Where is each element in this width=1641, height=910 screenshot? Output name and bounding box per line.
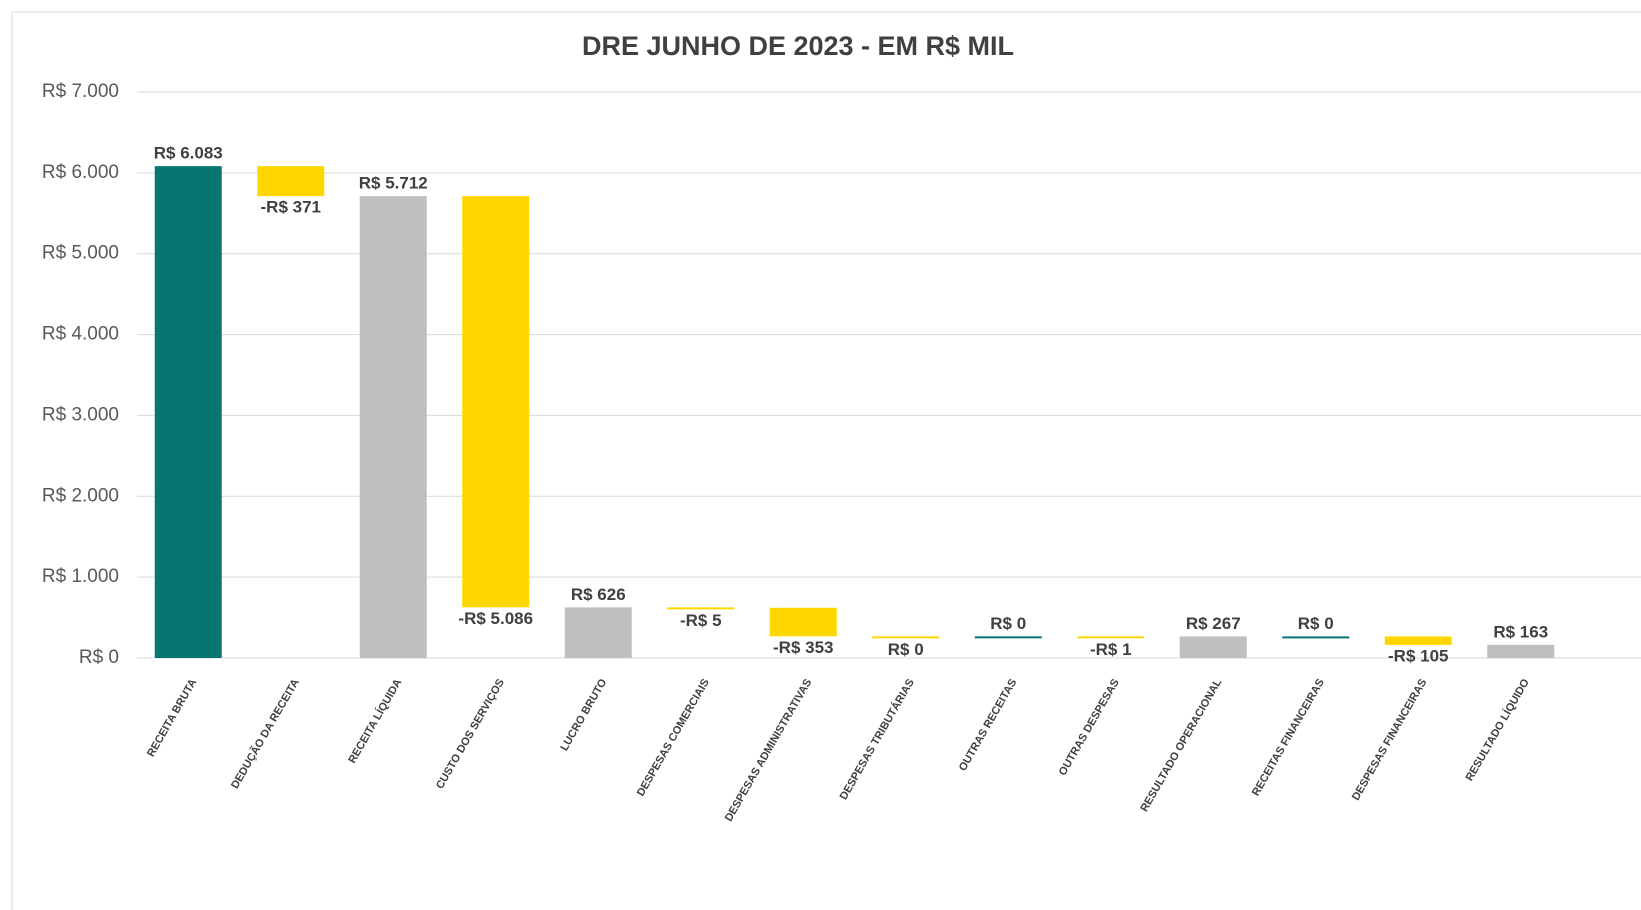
- bar: [462, 196, 530, 608]
- bar: [564, 607, 632, 658]
- data-label: R$ 5.712: [359, 174, 428, 193]
- x-tick-label: RESULTADO LÍQUIDO: [1463, 676, 1532, 783]
- bar: [1077, 636, 1145, 639]
- data-label: R$ 0: [990, 614, 1026, 633]
- bar: [154, 166, 222, 658]
- data-label: R$ 267: [1186, 614, 1241, 633]
- data-label: -R$ 5: [680, 611, 722, 630]
- bar: [769, 607, 837, 637]
- x-tick-label: OUTRAS DESPESAS: [1057, 677, 1122, 778]
- bar: [1487, 644, 1555, 658]
- bar: [872, 636, 940, 639]
- y-tick-label: R$ 4.000: [42, 324, 119, 345]
- data-label: -R$ 5.086: [458, 609, 533, 628]
- bar: [667, 607, 735, 610]
- y-tick-label: R$ 1.000: [42, 566, 119, 587]
- x-tick-label: OUTRAS RECEITAS: [957, 677, 1020, 773]
- chart-title: DRE JUNHO DE 2023 - EM R$ MIL: [582, 31, 1014, 61]
- x-tick-label: RECEITA BRUTA: [145, 677, 199, 759]
- x-tick-label: DESPESAS FINANCEIRAS: [1350, 677, 1429, 803]
- data-label: R$ 163: [1493, 622, 1548, 641]
- x-tick-label: RECEITAS FINANCEIRAS: [1250, 677, 1327, 798]
- y-tick-label: R$ 0: [79, 647, 119, 668]
- bar: [1179, 636, 1247, 658]
- data-label: -R$ 105: [1388, 646, 1448, 665]
- y-tick-label: R$ 7.000: [42, 81, 119, 102]
- x-tick-label: RESULTADO OPERACIONAL: [1138, 677, 1224, 814]
- bar: [257, 166, 325, 197]
- bar: [1384, 636, 1452, 645]
- bar: [974, 636, 1042, 639]
- x-tick-label: DESPESAS TRIBUTÁRIAS: [837, 676, 917, 802]
- data-label: -R$ 371: [261, 198, 321, 217]
- data-label: R$ 6.083: [154, 144, 223, 163]
- bar: [1282, 636, 1350, 639]
- x-tick-label: RECEITA LÍQUIDA: [345, 676, 404, 765]
- data-label: R$ 626: [571, 585, 626, 604]
- x-tick-label: CUSTO DOS SERVIÇOS: [434, 677, 507, 791]
- data-label: R$ 0: [888, 640, 924, 659]
- y-tick-label: R$ 3.000: [42, 404, 119, 425]
- x-tick-label: LUCRO BRUTO: [558, 677, 609, 754]
- x-tick-label: DESPESAS COMERCIAIS: [635, 677, 712, 798]
- data-label: -R$ 353: [773, 638, 833, 657]
- data-label: R$ 0: [1298, 614, 1334, 633]
- x-tick-label: DEDUÇÃO DA RECEITA: [228, 676, 302, 791]
- y-tick-label: R$ 2.000: [42, 485, 119, 506]
- bar: [359, 196, 427, 659]
- y-tick-label: R$ 5.000: [42, 243, 119, 264]
- x-tick-label: DESPESAS ADMINISTRATIVAS: [723, 677, 815, 824]
- data-label: -R$ 1: [1090, 640, 1132, 659]
- y-tick-label: R$ 6.000: [42, 162, 119, 183]
